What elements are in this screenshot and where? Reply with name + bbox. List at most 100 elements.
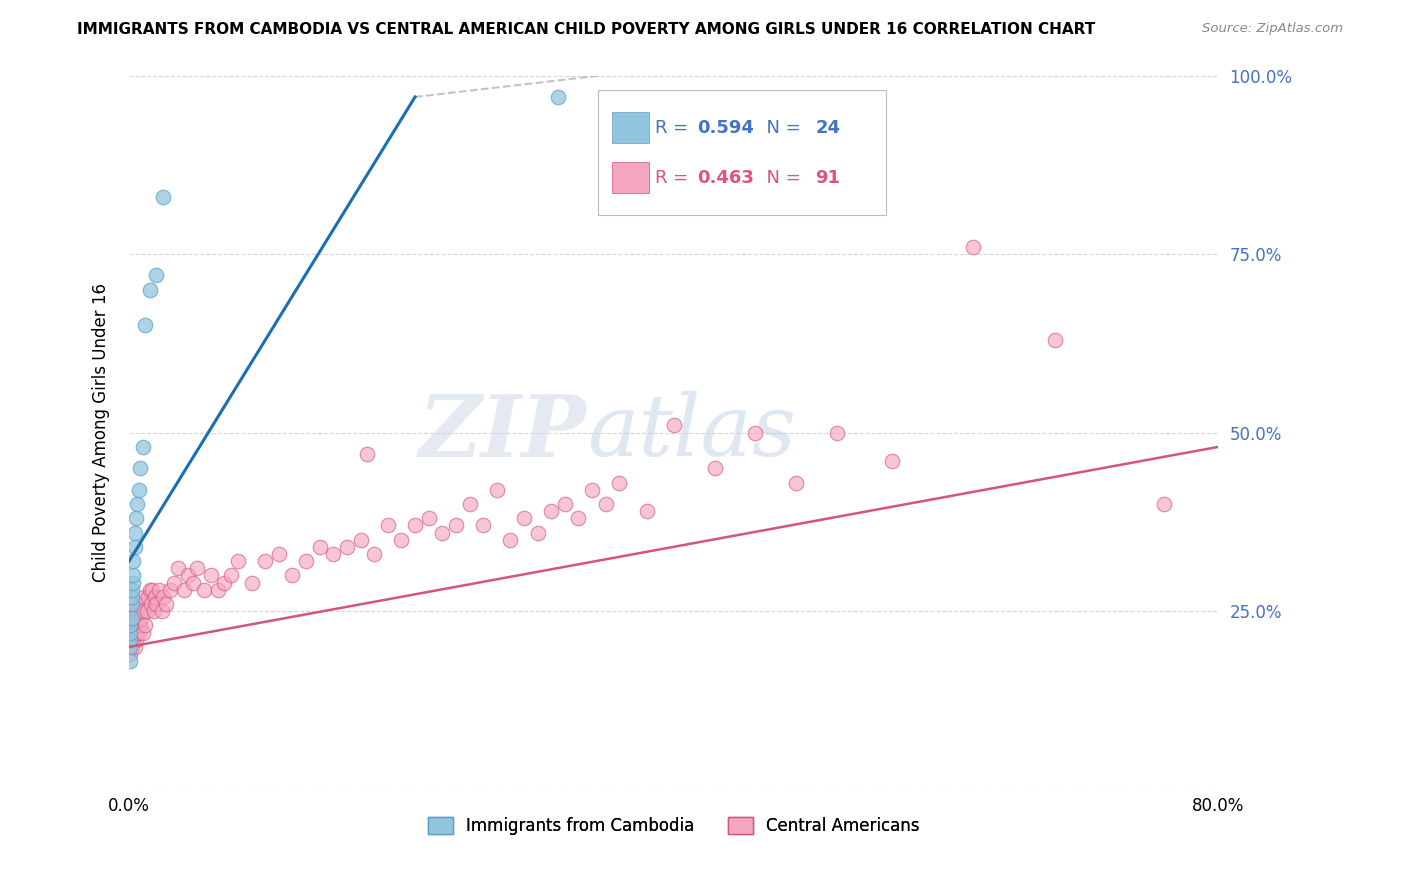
Point	[152, 590, 174, 604]
Point	[120, 632, 142, 647]
Point	[240, 575, 263, 590]
Point	[513, 511, 536, 525]
Point	[219, 568, 242, 582]
Point	[163, 575, 186, 590]
Point	[135, 604, 157, 618]
Point	[322, 547, 344, 561]
Point	[141, 582, 163, 597]
Point	[281, 568, 304, 582]
Point	[567, 511, 589, 525]
Point	[193, 582, 215, 597]
Point	[662, 418, 685, 433]
Point	[472, 518, 495, 533]
Point	[173, 582, 195, 597]
Point	[176, 568, 198, 582]
Point	[554, 497, 576, 511]
Point	[267, 547, 290, 561]
Point	[124, 540, 146, 554]
Y-axis label: Child Poverty Among Girls Under 16: Child Poverty Among Girls Under 16	[93, 283, 110, 582]
Point	[167, 561, 190, 575]
Point	[120, 647, 142, 661]
Point	[148, 582, 170, 597]
Point	[120, 618, 142, 632]
Point	[1043, 333, 1066, 347]
Point	[785, 475, 807, 490]
Point	[143, 590, 166, 604]
Point	[120, 654, 142, 668]
Point	[122, 554, 145, 568]
Point	[744, 425, 766, 440]
FancyBboxPatch shape	[598, 90, 886, 215]
Point	[122, 611, 145, 625]
Point	[122, 625, 145, 640]
Point	[825, 425, 848, 440]
Point	[120, 640, 142, 654]
Text: 0.594: 0.594	[696, 119, 754, 136]
Point	[186, 561, 208, 575]
Point	[131, 440, 153, 454]
Point	[404, 518, 426, 533]
Point	[124, 618, 146, 632]
Point	[124, 640, 146, 654]
Point	[444, 518, 467, 533]
Point	[485, 483, 508, 497]
Point	[499, 533, 522, 547]
Point	[129, 461, 152, 475]
Point	[134, 318, 156, 333]
Point	[142, 604, 165, 618]
Point	[131, 604, 153, 618]
Point	[122, 568, 145, 582]
Point	[607, 475, 630, 490]
Point	[125, 511, 148, 525]
Point	[155, 597, 177, 611]
Point	[214, 575, 236, 590]
Point	[128, 483, 150, 497]
Point	[121, 640, 143, 654]
Point	[356, 447, 378, 461]
Point	[962, 240, 984, 254]
Text: N =: N =	[755, 119, 807, 136]
Point	[134, 618, 156, 632]
Point	[131, 611, 153, 625]
Text: ZIP: ZIP	[419, 391, 586, 475]
Point	[418, 511, 440, 525]
Point	[125, 611, 148, 625]
Point	[138, 283, 160, 297]
Point	[121, 604, 143, 618]
Point	[432, 525, 454, 540]
Point	[391, 533, 413, 547]
FancyBboxPatch shape	[612, 162, 648, 194]
Point	[122, 575, 145, 590]
Point	[124, 525, 146, 540]
Point	[145, 268, 167, 283]
Text: R =: R =	[655, 119, 695, 136]
Point	[295, 554, 318, 568]
Point	[120, 632, 142, 647]
Point	[129, 618, 152, 632]
Point	[129, 597, 152, 611]
Text: 24: 24	[815, 119, 841, 136]
Point	[121, 611, 143, 625]
Point	[540, 504, 562, 518]
Point	[121, 582, 143, 597]
Point	[207, 582, 229, 597]
Point	[136, 590, 159, 604]
Point	[254, 554, 277, 568]
Point	[363, 547, 385, 561]
Point	[581, 483, 603, 497]
Point	[121, 597, 143, 611]
Point	[636, 504, 658, 518]
Point	[526, 525, 548, 540]
Point	[127, 604, 149, 618]
Text: 0.463: 0.463	[696, 169, 754, 186]
Point	[1153, 497, 1175, 511]
Point	[150, 604, 173, 618]
Text: N =: N =	[755, 169, 807, 186]
Text: atlas: atlas	[586, 392, 796, 474]
Point	[125, 632, 148, 647]
Point	[131, 625, 153, 640]
Text: IMMIGRANTS FROM CAMBODIA VS CENTRAL AMERICAN CHILD POVERTY AMONG GIRLS UNDER 16 : IMMIGRANTS FROM CAMBODIA VS CENTRAL AMER…	[77, 22, 1095, 37]
FancyBboxPatch shape	[612, 112, 648, 144]
Point	[120, 611, 142, 625]
Point	[152, 190, 174, 204]
